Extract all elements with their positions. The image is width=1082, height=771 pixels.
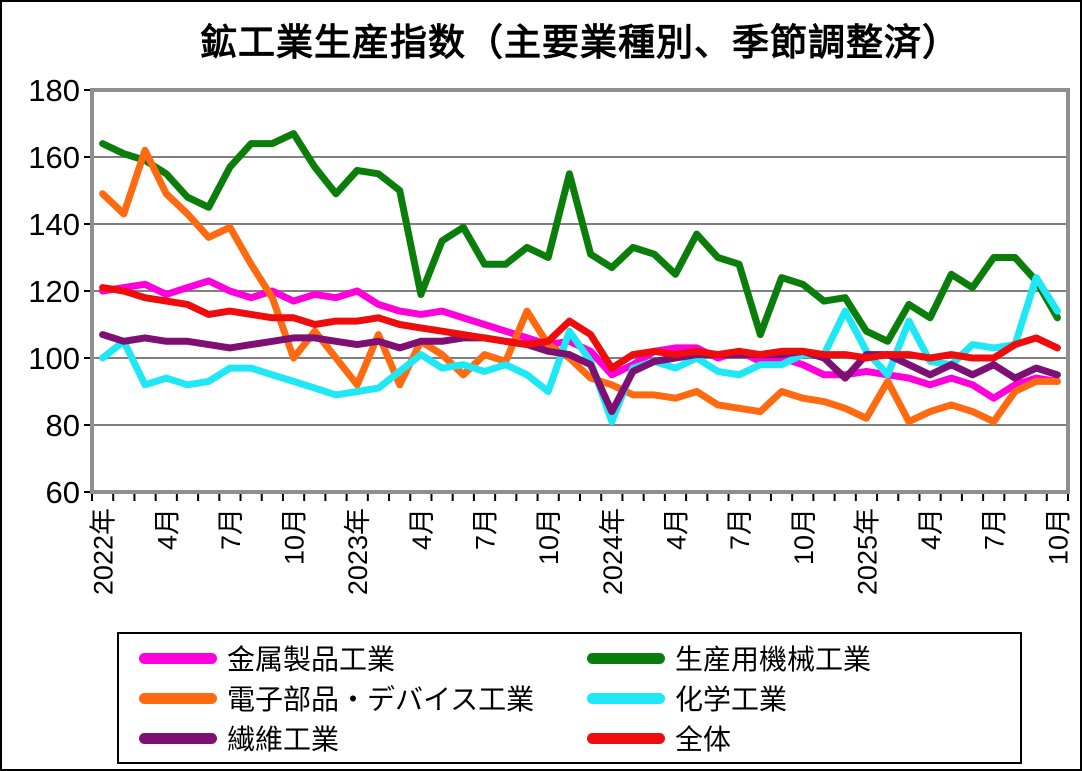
plot-border	[90, 88, 1070, 494]
series-line-production-machinery	[99, 130, 1061, 345]
series-line-textile	[99, 331, 1061, 416]
x-tick-label: 2024年	[598, 508, 628, 595]
x-tick-label: 10月	[789, 508, 819, 565]
series-line-electronic-components	[99, 146, 1061, 426]
x-tick-label: 10月	[1043, 508, 1073, 565]
y-tick-label: 80	[46, 408, 80, 443]
textile-line-swatch-icon	[139, 732, 217, 744]
x-tick-label: 2023年	[343, 508, 373, 595]
x-tick-label: 2022年	[89, 508, 119, 595]
chemical-line-swatch-icon	[587, 692, 665, 704]
x-tick-label: 7月	[216, 508, 246, 550]
legend-label-total: 全体	[675, 724, 732, 755]
legend: 金属製品工業 生産用機械工業 電子部品・デバイス工業 化学工業 繊維工業 全体	[117, 632, 1022, 764]
legend-item-total: 全体	[587, 718, 1020, 758]
x-tick-label: 4月	[916, 508, 946, 550]
x-tick-label: 4月	[407, 508, 437, 550]
y-tick-label: 160	[28, 140, 80, 175]
x-tick-label: 7月	[725, 508, 755, 550]
legend-label-electronic-components: 電子部品・デバイス工業	[227, 684, 535, 715]
electronic-components-line-swatch-icon	[139, 692, 217, 704]
production-machinery-line-swatch-icon	[587, 652, 665, 664]
y-tick-label: 100	[28, 341, 80, 376]
plot-canvas: 180 160 140 120 100 80 60 2022年 4月 7月 10月 2023年 4月 7月…	[28, 73, 1073, 595]
x-tick-label: 7月	[471, 508, 501, 550]
series-line-total	[99, 284, 1061, 372]
legend-item-production-machinery: 生産用機械工業	[587, 638, 1020, 678]
metal-products-line-swatch-icon	[139, 652, 217, 664]
x-tick-label: 4月	[661, 508, 691, 550]
y-tick-label: 180	[28, 73, 80, 108]
x-tick-label: 10月	[534, 508, 564, 565]
legend-label-metal-products: 金属製品工業	[227, 644, 396, 675]
x-tick-label: 2025年	[852, 508, 882, 595]
x-tick-label: 7月	[980, 508, 1010, 550]
legend-item-metal-products: 金属製品工業	[139, 638, 587, 678]
legend-item-chemical: 化学工業	[587, 678, 1020, 718]
series-line-chemical	[99, 274, 1061, 426]
y-tick-label: 120	[28, 274, 80, 309]
legend-label-production-machinery: 生産用機械工業	[675, 644, 872, 675]
x-tick-label: 4月	[152, 508, 182, 550]
x-tick-label: 10月	[280, 508, 310, 565]
total-line-swatch-icon	[587, 732, 665, 744]
y-tick-label: 140	[28, 207, 80, 242]
legend-item-electronic-components: 電子部品・デバイス工業	[139, 678, 587, 718]
chart-title: 鉱工業生産指数（主要業種別、季節調整済）	[200, 22, 960, 63]
legend-label-textile: 繊維工業	[227, 724, 340, 755]
y-tick-label: 60	[46, 475, 80, 510]
legend-item-textile: 繊維工業	[139, 718, 587, 758]
legend-label-chemical: 化学工業	[675, 684, 788, 715]
